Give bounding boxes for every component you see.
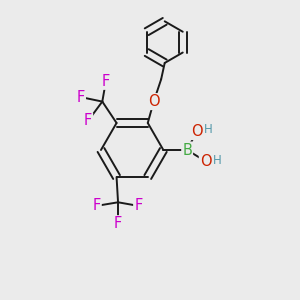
- Text: H: H: [204, 123, 212, 136]
- Text: B: B: [182, 142, 192, 158]
- Text: O: O: [200, 154, 212, 169]
- Text: F: F: [92, 198, 101, 213]
- Text: F: F: [84, 113, 92, 128]
- Text: O: O: [191, 124, 203, 139]
- Text: F: F: [134, 198, 142, 213]
- Text: F: F: [114, 216, 122, 231]
- Text: H: H: [213, 154, 222, 167]
- Text: O: O: [148, 94, 160, 109]
- Text: F: F: [102, 74, 110, 89]
- Text: F: F: [77, 90, 85, 105]
